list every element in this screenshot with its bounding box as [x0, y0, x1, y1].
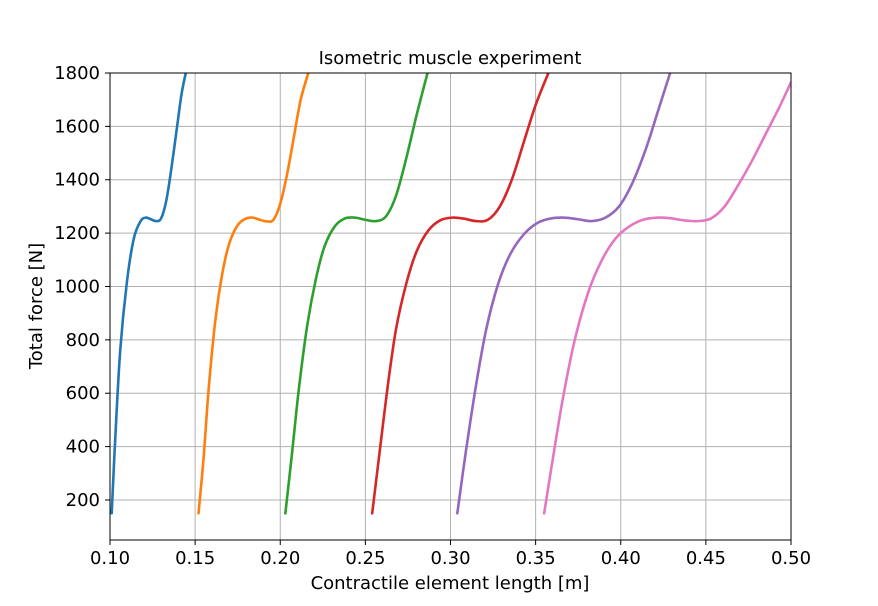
- series-line-6: [542, 81, 791, 515]
- y-tick-label: 1400: [54, 170, 100, 191]
- y-tick-label: 1600: [54, 116, 100, 137]
- chart-title: Isometric muscle experiment: [319, 48, 582, 69]
- x-tick-label: 0.40: [601, 548, 641, 569]
- x-axis: 0.10 0.15 0.20 0.25 0.30 0.35 0.40 0.45 0.50: [90, 540, 811, 569]
- series-line-1: [110, 73, 188, 515]
- x-tick-label: 0.15: [175, 548, 215, 569]
- y-tick-label: 1800: [54, 63, 100, 84]
- y-axis-label: Total force [N]: [26, 243, 47, 370]
- x-tick-label: 0.45: [686, 548, 726, 569]
- y-tick-label: 800: [66, 330, 100, 351]
- y-tick-label: 600: [66, 383, 100, 404]
- y-tick-label: 200: [66, 490, 100, 511]
- series-line-5: [456, 73, 672, 515]
- y-tick-label: 400: [66, 437, 100, 458]
- x-axis-label: Contractile element length [m]: [311, 573, 590, 594]
- y-tick-label: 1200: [54, 223, 100, 244]
- x-tick-label: 0.30: [430, 548, 470, 569]
- series-line-4: [370, 73, 550, 515]
- x-tick-label: 0.20: [260, 548, 300, 569]
- series-line-3: [284, 73, 429, 515]
- x-tick-label: 0.10: [90, 548, 130, 569]
- x-tick-label: 0.25: [345, 548, 385, 569]
- x-tick-label: 0.35: [516, 548, 556, 569]
- y-tick-label: 1000: [54, 276, 100, 297]
- x-tick-label: 0.50: [771, 548, 811, 569]
- series-group: [110, 73, 791, 515]
- series-line-2: [197, 73, 310, 515]
- y-axis: 200 400 600 800 1000 1200 1400 1600 1800: [54, 63, 110, 511]
